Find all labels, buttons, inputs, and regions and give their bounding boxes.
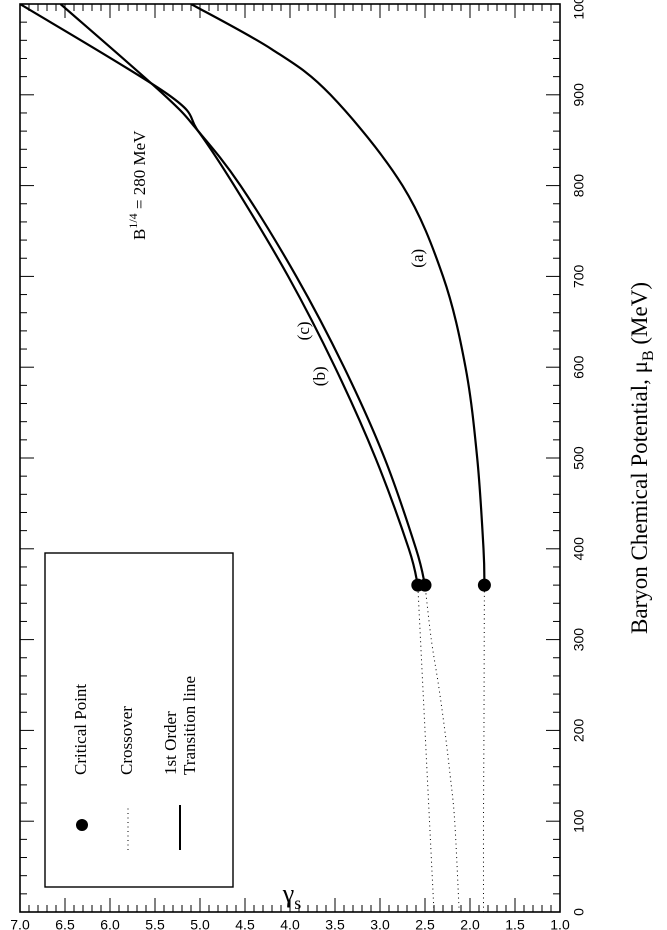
x-axis-title-unit-text: (MeV) (627, 282, 652, 345)
series-a-first-order-line (190, 4, 486, 586)
legend: Critical Point Crossover 1st Order Trans… (44, 552, 234, 888)
y-tick-label: 6.5 (55, 917, 75, 930)
curve-labels: (a) (b) (c) (294, 249, 427, 386)
x-axis-title: Baryon Chemical Potential, μB (MeV) (627, 282, 657, 634)
y-tick-label: 5.5 (145, 917, 165, 930)
series-a-critical-point (477, 578, 491, 592)
y-tick-labels: 1.0 1.5 2.0 2.5 3.0 3.5 4.0 4.5 5.0 5.5 6.0 6.5 7.0 (10, 917, 570, 930)
x-axis-title-text: Baryon Chemical Potential, μ (627, 361, 652, 634)
y-tick-label: 5.0 (190, 917, 210, 930)
series-c-first-order-line (59, 4, 427, 586)
legend-box (44, 552, 234, 888)
series-b-first-order-line (20, 4, 419, 586)
curve-label-b: (b) (310, 366, 329, 386)
y-tick-label: 3.0 (370, 917, 390, 930)
x-tick-labels: 0 100 200 300 400 500 600 700 800 900 1000 (571, 0, 587, 916)
tick-marks (19, 3, 561, 913)
series-b (20, 4, 435, 912)
y-tick-label: 2.0 (460, 917, 480, 930)
y-tick-label: 1.5 (505, 917, 525, 930)
plot-frame (19, 3, 561, 913)
legend-crossover-label: Crossover (117, 706, 136, 775)
legend-critical-point-marker (76, 819, 88, 831)
y-tick-label: 1.0 (550, 917, 570, 930)
y-axis-title-group: γs (282, 879, 302, 913)
y-tick-label: 3.5 (325, 917, 345, 930)
curve-label-c: (c) (294, 321, 313, 340)
x-tick-label: 200 (571, 719, 587, 743)
y-axis-title: γs (282, 879, 302, 913)
x-tick-label: 1000 (571, 0, 587, 20)
annotation: B1/4 = 280 MeV (126, 130, 149, 240)
series-a-crossover-line (482, 585, 485, 912)
x-axis-title-subscript: B (640, 350, 657, 361)
y-axis-title-symbol: γ (282, 879, 295, 908)
series-a (190, 4, 486, 912)
annotation-rest: = 280 MeV (130, 130, 149, 213)
x-tick-label: 300 (571, 628, 587, 652)
series-c-critical-point (418, 578, 432, 592)
rotated-chart-group: 0 100 200 300 400 500 600 700 800 900 1000 1.0 1.5 2… (10, 0, 657, 930)
y-tick-label: 6.0 (100, 917, 120, 930)
x-tick-label: 400 (571, 537, 587, 561)
legend-first-order-label-line2: Transition line (180, 676, 199, 775)
x-tick-label: 0 (571, 908, 587, 916)
x-tick-label: 700 (571, 265, 587, 289)
series-c-crossover-line (424, 585, 460, 912)
y-tick-label: 4.0 (280, 917, 300, 930)
annotation-superscript: 1/4 (126, 213, 140, 228)
series-c (59, 4, 460, 912)
x-tick-label: 900 (571, 83, 587, 107)
x-tick-label: 100 (571, 809, 587, 833)
y-axis-title-subscript: s (294, 893, 301, 913)
curve-label-a: (a) (408, 249, 427, 268)
x-tick-label: 800 (571, 174, 587, 198)
y-tick-label: 4.5 (235, 917, 255, 930)
series-layer (20, 4, 491, 912)
x-tick-label: 600 (571, 355, 587, 379)
y-tick-label: 7.0 (10, 917, 30, 930)
x-tick-label: 500 (571, 446, 587, 470)
legend-first-order-label: 1st Order (161, 711, 180, 775)
legend-critical-point-label: Critical Point (71, 684, 90, 775)
annotation-base: B (130, 229, 149, 240)
y-tick-label: 2.5 (415, 917, 435, 930)
series-b-crossover-line (417, 585, 435, 912)
